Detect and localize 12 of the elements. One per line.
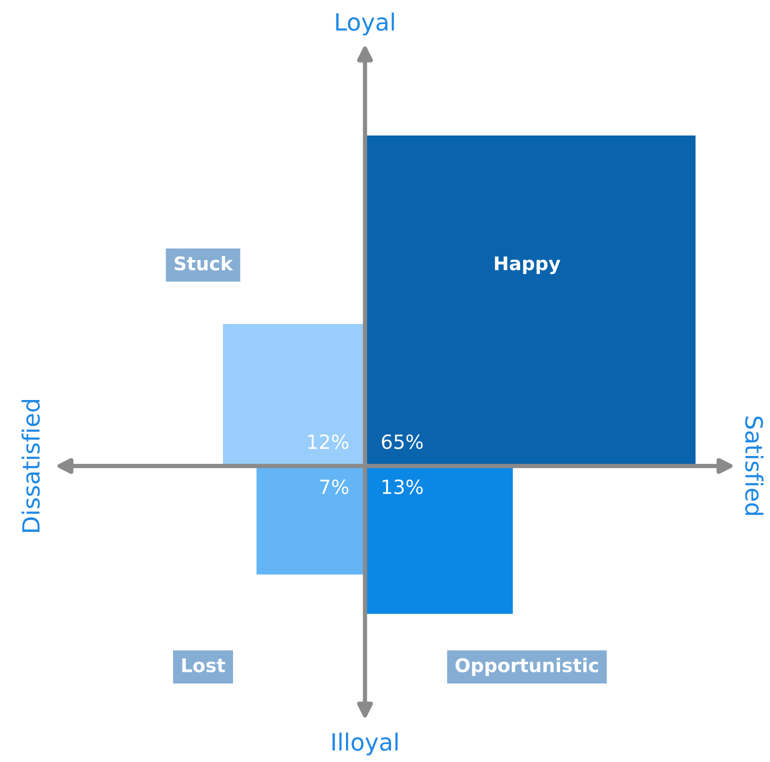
category-label: Lost <box>182 658 226 672</box>
data-label: 13% <box>382 479 423 494</box>
text: Satisfied <box>745 416 764 515</box>
category-label: Stuck <box>174 256 234 271</box>
category-label: Happy <box>494 256 560 274</box>
category-label: Opportunistic <box>456 658 598 676</box>
text: Illoyal <box>332 732 398 756</box>
text: Loyal <box>336 12 394 36</box>
data-label: 65% <box>382 434 423 450</box>
data-label: 7% <box>320 479 348 494</box>
data-label: 12% <box>308 434 348 450</box>
text: Dissatisfied <box>22 400 40 532</box>
